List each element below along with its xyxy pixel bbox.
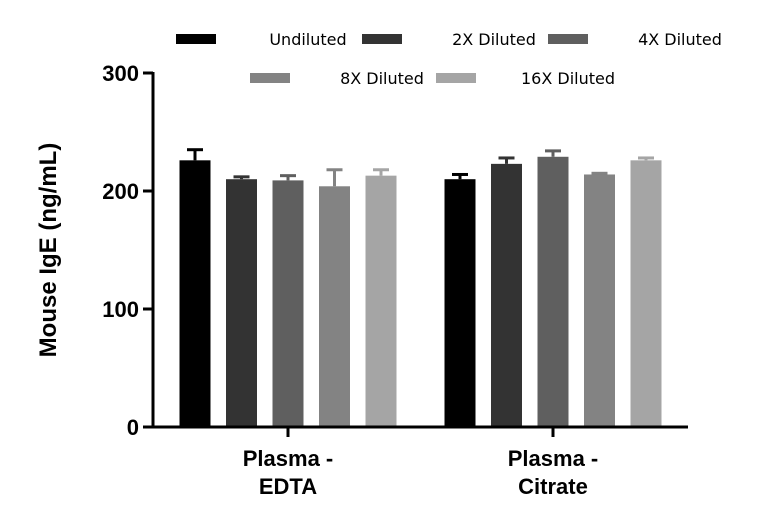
legend-swatch xyxy=(362,34,402,44)
legend-label: 2X Diluted xyxy=(452,30,536,49)
bar xyxy=(444,179,476,427)
x-tick-label: Plasma -EDTA xyxy=(243,446,334,499)
bar xyxy=(584,174,615,427)
y-tick-label: 0 xyxy=(127,415,139,440)
y-axis: Mouse IgE (ng/mL) 0 100 200 300 xyxy=(35,61,155,440)
legend-swatch xyxy=(548,34,588,44)
y-axis-label: Mouse IgE (ng/mL) xyxy=(35,143,62,358)
legend-label: 16X Diluted xyxy=(521,69,615,88)
bar xyxy=(537,156,569,427)
legend-label: Undiluted xyxy=(269,30,346,49)
bars xyxy=(179,148,662,428)
legend: Undiluted 2X Diluted 4X Diluted 8X Diluted 1… xyxy=(176,30,722,88)
y-tick-label: 300 xyxy=(102,61,139,86)
legend-label: 4X Diluted xyxy=(638,30,722,49)
bar xyxy=(272,180,304,427)
x-tick-label: Plasma -Citrate xyxy=(508,446,599,499)
legend-swatch xyxy=(176,34,216,44)
legend-swatch xyxy=(436,73,476,83)
bar xyxy=(365,175,397,427)
legend-label: 8X Diluted xyxy=(340,69,424,88)
bar xyxy=(630,160,662,427)
y-tick-label: 200 xyxy=(102,179,139,204)
bar xyxy=(179,160,211,427)
bar xyxy=(319,186,350,427)
legend-swatch xyxy=(250,73,290,83)
y-tick-label: 100 xyxy=(102,297,139,322)
bar xyxy=(226,179,257,427)
x-axis: Plasma -EDTA Plasma -Citrate xyxy=(151,425,688,499)
bar xyxy=(491,163,522,428)
